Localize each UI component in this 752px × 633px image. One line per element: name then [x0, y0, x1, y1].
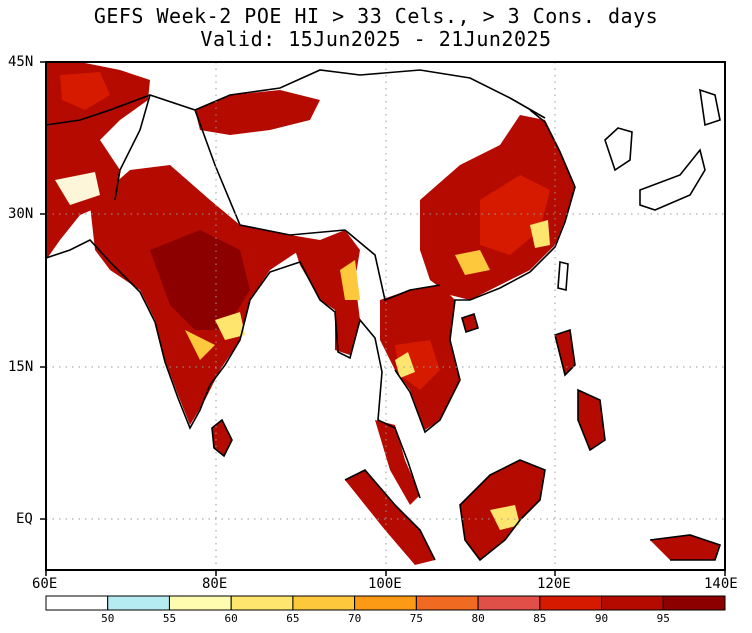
lon-label-80e: 80E: [202, 576, 228, 592]
lon-label-60e: 60E: [32, 576, 58, 592]
colorbar-swatch: [539, 595, 603, 611]
lon-label-140e: 140E: [704, 576, 738, 592]
coastlines: [46, 69, 722, 562]
colorbar-level-label: 75: [409, 612, 423, 625]
lat-label-30n: 30N: [8, 206, 34, 222]
lat-label-15n: 15N: [8, 359, 34, 375]
lat-lon-grid: [46, 62, 725, 570]
colorbar-swatch: [662, 595, 726, 611]
colorbar-level-label: 90: [594, 612, 609, 625]
colorbar-level-label: 60: [224, 612, 238, 625]
colorbar-swatch: [168, 595, 232, 611]
map-title-line-1: GEFS Week-2 POE HI > 33 Cels., > 3 Cons.…: [93, 4, 659, 28]
lat-label-45n: 45N: [8, 54, 34, 70]
colorbar-swatch: [45, 595, 109, 611]
colorbar-swatch: [601, 595, 664, 611]
colorbar-level-label: 95: [656, 612, 670, 625]
lat-label-eq: EQ: [16, 511, 33, 527]
colorbar-level-label: 80: [471, 612, 485, 625]
lon-label-120e: 120E: [537, 576, 571, 592]
colorbar-swatch: [354, 595, 417, 611]
colorbar-level-label: 55: [162, 612, 177, 625]
colorbar-level-label: 85: [533, 612, 547, 625]
poe-shading: [46, 62, 720, 565]
colorbar-swatch: [107, 595, 170, 611]
colorbar-swatch: [230, 595, 294, 611]
map-title-line-2: Valid: 15Jun2025 - 21Jun2025: [200, 27, 552, 51]
colorbar-swatch: [415, 595, 479, 611]
colorbar-swatch: [477, 595, 541, 611]
colorbar: [45, 595, 726, 611]
colorbar-level-label: 70: [348, 612, 362, 625]
colorbar-swatch: [292, 595, 356, 611]
colorbar-level-label: 50: [101, 612, 115, 625]
colorbar-level-label: 65: [286, 612, 300, 625]
lon-label-100e: 100E: [368, 576, 402, 592]
